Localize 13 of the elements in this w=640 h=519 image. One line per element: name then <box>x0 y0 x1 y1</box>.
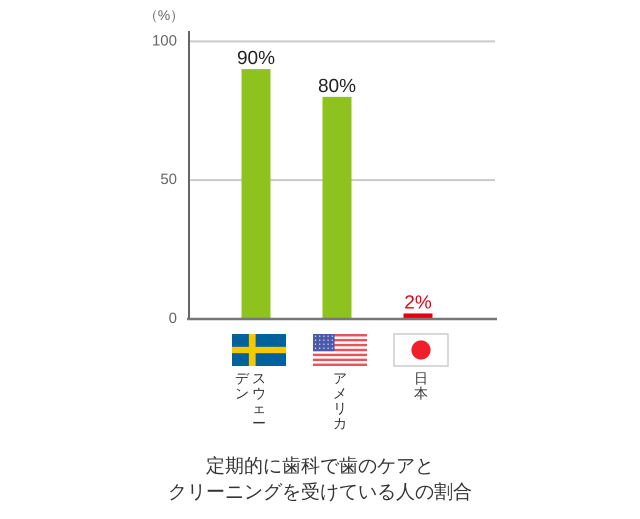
text: 定期的に歯科で歯のケアとクリーニングを受けている人の割合 <box>167 455 473 505</box>
y-tick-label: 100 <box>152 32 177 50</box>
x-tick-label: アメリカ <box>332 370 347 431</box>
y-axis-title: （%） <box>144 7 184 23</box>
x-tick-label: 日本 <box>413 370 428 403</box>
bar <box>242 69 270 319</box>
y-tick-label: 50 <box>160 171 177 188</box>
data-label: 2% <box>404 292 432 314</box>
data-label: 80% <box>318 76 356 97</box>
bar <box>322 96 352 319</box>
data-label: 90% <box>236 48 276 70</box>
category-label: スウェーデン <box>235 370 266 431</box>
y-tick-label: 0 <box>168 310 177 327</box>
